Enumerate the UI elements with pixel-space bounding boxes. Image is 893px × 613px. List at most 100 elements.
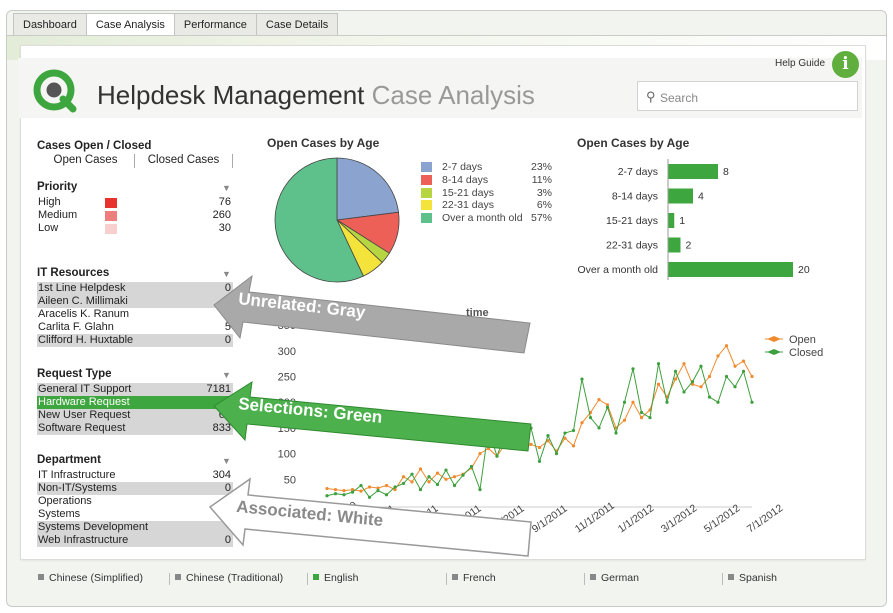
series-point [546,434,550,438]
series-point [563,431,567,435]
series-point [342,493,346,497]
closed-cases-button[interactable]: Closed Cases [135,154,233,168]
list-item[interactable]: Aileen C. Millimaki [37,295,233,308]
list-item[interactable]: Non-IT/Systems 0 [37,482,233,495]
list-item[interactable]: Systems [37,508,233,521]
series-point [452,483,457,488]
chevron-down-icon[interactable]: ▼ [222,269,231,279]
tab-case-analysis[interactable]: Case Analysis [85,13,175,35]
open-cases-pie-chart[interactable] [270,155,405,285]
search-box[interactable]: ⚲ Search [637,81,858,111]
priority-swatch [105,224,117,234]
series-point [648,416,652,420]
series-point [554,452,559,456]
bar-category-label: 8-14 days [612,191,658,203]
list-item[interactable]: Operations [37,495,233,508]
tab-performance[interactable]: Performance [173,13,257,35]
bar-category-label: 2-7 days [618,166,658,178]
y-tick-label: 100 [278,449,296,461]
tab-case-details[interactable]: Case Details [255,13,339,35]
language-divider [446,573,447,585]
language-option[interactable]: Spanish [722,572,777,585]
series-point [750,374,754,379]
search-icon: ⚲ [646,89,656,104]
list-item[interactable]: Clifford H. Huxtable 0 [37,334,233,347]
open-closed-buttons: Open Cases Closed Cases [37,154,233,168]
series-point [639,416,644,420]
list-item-value: 76 [218,196,231,208]
legend-swatch [421,200,432,211]
legend-value: 6% [536,199,552,212]
list-item[interactable]: IT Infrastructure 304 [37,469,233,482]
language-square-icon [590,574,596,580]
series-point [639,410,644,415]
bar [668,237,681,253]
list-item[interactable]: Systems Development [37,521,233,534]
series-point [546,439,550,443]
series-point [597,426,601,430]
series-point [359,489,363,493]
list-item-value: 0 [224,534,231,546]
list-item[interactable]: High 76 [37,196,233,209]
language-option[interactable]: Chinese (Traditional) [169,572,284,585]
bar-value-label: 8 [723,166,729,178]
help-guide-label[interactable]: Help Guide [775,58,826,69]
qlik-logo-icon [33,69,77,113]
series-point [699,385,703,389]
series-point [605,405,610,409]
language-square-icon [452,574,458,580]
tab-dashboard[interactable]: Dashboard [13,13,87,35]
language-option[interactable]: English [307,572,359,585]
series-point [580,421,584,425]
language-option[interactable]: German [584,572,639,585]
language-square-icon [313,574,319,580]
chevron-down-icon[interactable]: ▼ [222,183,231,193]
list-item[interactable]: Web Infrastructure 0 [37,534,233,547]
language-divider [584,573,585,585]
list-item-label: Medium [38,209,78,221]
series-point [707,395,712,399]
legend-label: 8-14 days [442,173,489,186]
series-point [631,367,635,371]
language-option[interactable]: French [446,572,496,585]
series-point [393,487,397,492]
list-item[interactable]: Software Request 833 [37,422,233,435]
pie-legend-item: 15-21 days 3% [421,187,552,199]
priority-swatch [105,211,117,221]
series-point [325,494,329,498]
language-square-icon [728,574,734,580]
pie-legend-item: Over a month old 57% [421,212,552,224]
chevron-down-icon[interactable]: ▼ [222,370,231,380]
legend-value: 3% [536,186,552,199]
series-point [673,377,678,381]
series-point [699,364,703,368]
series-point [537,459,542,463]
series-point [469,464,474,469]
series-point [631,400,635,404]
list-item[interactable]: Low 30 [37,222,233,235]
series-point [333,487,338,492]
list-item[interactable]: Hardware Request [37,396,233,409]
language-option[interactable]: Chinese (Simplified) [38,572,143,584]
series-point [622,418,627,422]
list-item[interactable]: Medium 260 [37,209,233,222]
list-item[interactable]: Carlita F. Glahn 5 [37,321,233,334]
list-item[interactable]: 1st Line Helpdesk 0 [37,282,233,295]
language-label: French [463,572,496,584]
it-resources-title: IT Resources [37,267,110,279]
language-label: English [324,572,359,584]
list-item[interactable]: General IT Support 7181 [37,383,233,396]
open-cases-button[interactable]: Open Cases [37,154,135,168]
legend-value: 11% [531,173,552,186]
open-cases-bar-chart[interactable]: 2-7 days 8 8-14 days 4 15-21 days 1 22-31 days… [560,155,820,285]
series-point [384,493,389,497]
info-icon[interactable]: i [832,51,859,78]
series-point [724,344,729,348]
list-item-value: 7181 [206,383,231,395]
language-label: Chinese (Traditional) [186,572,284,584]
chevron-down-icon[interactable]: ▼ [222,456,231,466]
legend-label: 2-7 days [442,161,483,173]
series-point [716,400,720,404]
title-sub: Case Analysis [371,80,535,110]
legend-label: 22-31 days [442,199,494,212]
